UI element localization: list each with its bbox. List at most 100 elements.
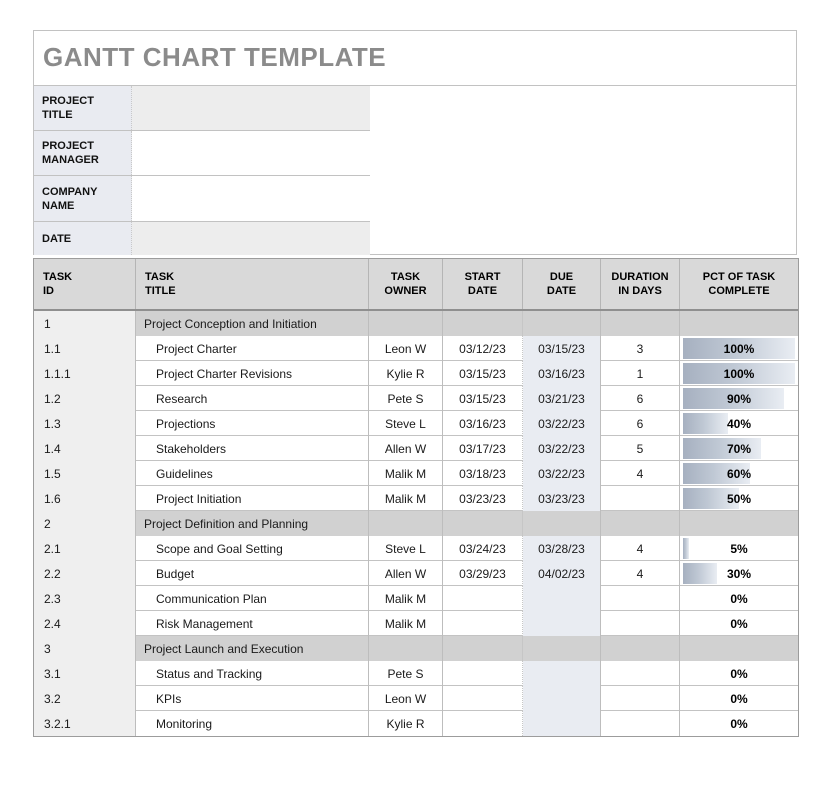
cell-duration[interactable]: 1 <box>601 361 680 386</box>
cell-task-title[interactable]: Risk Management <box>136 611 369 636</box>
cell-pct-complete[interactable] <box>680 636 798 661</box>
cell-task-title[interactable]: KPIs <box>136 686 369 711</box>
cell-start-date[interactable]: 03/16/23 <box>443 411 523 436</box>
cell-start-date[interactable] <box>443 636 523 661</box>
cell-pct-complete[interactable] <box>680 511 798 536</box>
cell-due-date[interactable]: 03/23/23 <box>523 486 601 511</box>
cell-task-title[interactable]: Budget <box>136 561 369 586</box>
cell-duration[interactable]: 4 <box>601 536 680 561</box>
cell-task-owner[interactable]: Kylie R <box>369 711 443 736</box>
cell-task-owner[interactable]: Malik M <box>369 586 443 611</box>
cell-start-date[interactable] <box>443 311 523 336</box>
cell-duration[interactable] <box>601 686 680 711</box>
cell-duration[interactable]: 6 <box>601 386 680 411</box>
cell-task-title[interactable]: Project Definition and Planning <box>136 511 369 536</box>
cell-due-date[interactable] <box>523 311 601 336</box>
cell-task-title[interactable]: Project Conception and Initiation <box>136 311 369 336</box>
cell-task-owner[interactable]: Malik M <box>369 461 443 486</box>
cell-task-owner[interactable]: Malik M <box>369 486 443 511</box>
cell-task-title[interactable]: Project Initiation <box>136 486 369 511</box>
cell-task-owner[interactable]: Pete S <box>369 386 443 411</box>
cell-duration[interactable] <box>601 311 680 336</box>
cell-pct-complete[interactable]: 30% <box>680 561 798 586</box>
cell-task-title[interactable]: Communication Plan <box>136 586 369 611</box>
cell-start-date[interactable]: 03/15/23 <box>443 386 523 411</box>
cell-start-date[interactable] <box>443 686 523 711</box>
cell-task-id[interactable]: 2.2 <box>34 561 136 586</box>
cell-start-date[interactable]: 03/18/23 <box>443 461 523 486</box>
info-value-company-name[interactable] <box>132 176 370 221</box>
cell-task-id[interactable]: 3.2 <box>34 686 136 711</box>
cell-pct-complete[interactable]: 100% <box>680 336 798 361</box>
cell-task-id[interactable]: 2 <box>34 511 136 536</box>
cell-task-id[interactable]: 1.6 <box>34 486 136 511</box>
cell-duration[interactable]: 6 <box>601 411 680 436</box>
cell-pct-complete[interactable]: 0% <box>680 586 798 611</box>
cell-task-id[interactable]: 1.2 <box>34 386 136 411</box>
cell-pct-complete[interactable] <box>680 311 798 336</box>
cell-task-id[interactable]: 2.4 <box>34 611 136 636</box>
cell-task-id[interactable]: 2.1 <box>34 536 136 561</box>
cell-task-title[interactable]: Research <box>136 386 369 411</box>
cell-task-title[interactable]: Monitoring <box>136 711 369 736</box>
cell-due-date[interactable]: 03/21/23 <box>523 386 601 411</box>
cell-task-id[interactable]: 1.5 <box>34 461 136 486</box>
cell-duration[interactable]: 5 <box>601 436 680 461</box>
cell-start-date[interactable]: 03/17/23 <box>443 436 523 461</box>
cell-due-date[interactable]: 03/22/23 <box>523 436 601 461</box>
cell-task-owner[interactable]: Allen W <box>369 561 443 586</box>
cell-start-date[interactable] <box>443 586 523 611</box>
cell-task-title[interactable]: Stakeholders <box>136 436 369 461</box>
cell-task-title[interactable]: Guidelines <box>136 461 369 486</box>
cell-task-owner[interactable] <box>369 311 443 336</box>
cell-pct-complete[interactable]: 0% <box>680 711 798 736</box>
cell-duration[interactable] <box>601 486 680 511</box>
cell-task-id[interactable]: 1.3 <box>34 411 136 436</box>
cell-task-owner[interactable]: Pete S <box>369 661 443 686</box>
cell-task-id[interactable]: 1.1.1 <box>34 361 136 386</box>
cell-task-title[interactable]: Project Launch and Execution <box>136 636 369 661</box>
cell-due-date[interactable] <box>523 711 601 736</box>
cell-task-title[interactable]: Project Charter Revisions <box>136 361 369 386</box>
cell-duration[interactable]: 4 <box>601 461 680 486</box>
cell-start-date[interactable]: 03/29/23 <box>443 561 523 586</box>
cell-task-id[interactable]: 3.1 <box>34 661 136 686</box>
cell-task-id[interactable]: 3.2.1 <box>34 711 136 736</box>
cell-due-date[interactable]: 03/22/23 <box>523 461 601 486</box>
cell-task-owner[interactable]: Steve L <box>369 536 443 561</box>
cell-due-date[interactable]: 03/15/23 <box>523 336 601 361</box>
cell-task-id[interactable]: 1.1 <box>34 336 136 361</box>
cell-due-date[interactable]: 03/16/23 <box>523 361 601 386</box>
cell-start-date[interactable]: 03/15/23 <box>443 361 523 386</box>
cell-duration[interactable] <box>601 636 680 661</box>
cell-pct-complete[interactable]: 0% <box>680 661 798 686</box>
cell-pct-complete[interactable]: 60% <box>680 461 798 486</box>
cell-due-date[interactable] <box>523 511 601 536</box>
cell-pct-complete[interactable]: 40% <box>680 411 798 436</box>
cell-duration[interactable]: 3 <box>601 336 680 361</box>
cell-task-owner[interactable] <box>369 511 443 536</box>
cell-pct-complete[interactable]: 70% <box>680 436 798 461</box>
cell-due-date[interactable]: 03/22/23 <box>523 411 601 436</box>
cell-start-date[interactable]: 03/23/23 <box>443 486 523 511</box>
cell-pct-complete[interactable]: 90% <box>680 386 798 411</box>
cell-due-date[interactable] <box>523 611 601 636</box>
cell-task-owner[interactable]: Leon W <box>369 336 443 361</box>
cell-start-date[interactable] <box>443 611 523 636</box>
info-value-project-title[interactable] <box>132 86 370 130</box>
cell-pct-complete[interactable]: 50% <box>680 486 798 511</box>
cell-duration[interactable] <box>601 511 680 536</box>
cell-due-date[interactable] <box>523 636 601 661</box>
cell-start-date[interactable] <box>443 511 523 536</box>
cell-start-date[interactable] <box>443 711 523 736</box>
cell-due-date[interactable] <box>523 661 601 686</box>
cell-start-date[interactable]: 03/24/23 <box>443 536 523 561</box>
cell-task-owner[interactable]: Leon W <box>369 686 443 711</box>
cell-start-date[interactable] <box>443 661 523 686</box>
cell-duration[interactable] <box>601 611 680 636</box>
cell-due-date[interactable]: 03/28/23 <box>523 536 601 561</box>
cell-task-owner[interactable]: Allen W <box>369 436 443 461</box>
cell-task-owner[interactable]: Malik M <box>369 611 443 636</box>
cell-task-owner[interactable] <box>369 636 443 661</box>
cell-pct-complete[interactable]: 100% <box>680 361 798 386</box>
